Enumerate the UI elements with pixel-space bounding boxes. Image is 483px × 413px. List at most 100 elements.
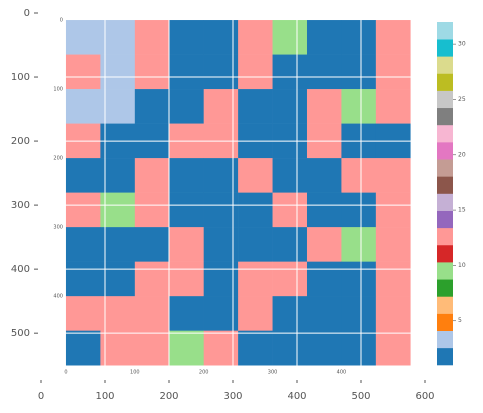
colorbar-segment [437,159,453,177]
image-cell [272,330,308,366]
image-cell [375,192,411,228]
image-cell [169,54,204,90]
image-cell [134,261,170,297]
y-tick-label: 200 [11,136,30,147]
image-cell [272,89,308,124]
image-cell [375,296,411,331]
image-cell [100,54,136,90]
image-cell [169,227,204,262]
image-cell [272,20,308,55]
image-y-tick-label: 400 [53,294,63,300]
x-tick-label: 600 [415,391,434,402]
y-tick-label: 100 [11,72,30,83]
image-cell [65,20,101,55]
colorbar-segment [437,107,453,126]
image-cell [341,54,377,90]
colorbar-segment [437,90,453,109]
image-cell [169,192,204,228]
colorbar-segment [437,73,453,91]
image-cell [100,330,136,366]
colorbar-segment [437,296,453,314]
image-cell [341,89,377,124]
image-cell [272,296,308,331]
image-cell [341,261,377,297]
image-cell [100,192,136,228]
image-y-tick-label: 0 [60,18,63,24]
image-cell [306,192,342,228]
image-cell [65,192,101,228]
image-cell [100,20,136,55]
colorbar-tick-label: 10 [458,262,466,269]
image-cell [100,227,136,262]
image-cell [134,330,170,366]
x-tick-label: 300 [223,391,242,402]
image-cell [375,20,411,55]
colorbar-segment [437,176,453,194]
image-cell [134,158,170,193]
colorbar-segment [437,227,453,246]
image-x-tick-label: 0 [64,370,67,376]
image-cell [169,89,204,124]
image-x-tick-label: 100 [130,370,140,376]
image-cell [238,20,273,55]
colorbar-segment [437,347,453,366]
image-cell [375,227,411,262]
image-cell [100,158,136,193]
image-cell [341,227,377,262]
colorbar-tick-label: 30 [458,41,466,48]
image-cell [341,20,377,55]
y-tick-label: 500 [11,328,30,339]
image-cell [169,330,204,366]
image-cell [272,54,308,90]
x-tick-label: 500 [351,391,370,402]
colorbar-tick-label: 20 [458,151,466,158]
image-cell [65,261,101,297]
image-cell [306,330,342,366]
image-cell [134,89,170,124]
image-x-tick-label: 400 [337,370,347,376]
image-cell [169,296,204,331]
image-cell [100,89,136,124]
y-tick-label: 0 [24,8,30,19]
image-cell [272,158,308,193]
image-cell [238,330,273,366]
image-cell [65,330,101,366]
image-cell [306,296,342,331]
image-cell [272,227,308,262]
image-cell [306,54,342,90]
image-cell [134,296,170,331]
image-cell [65,89,101,124]
colorbar-segment [437,279,453,297]
image-x-tick-label: 200 [199,370,209,376]
colorbar-segment [437,330,453,349]
y-tick-label: 400 [11,264,30,275]
x-tick-label: 200 [159,391,178,402]
x-tick-label: 100 [95,391,114,402]
image-cell [341,330,377,366]
image-cell [341,296,377,331]
colorbar-segment [437,124,453,143]
image-cell [375,261,411,297]
colorbar-segment [437,262,453,280]
colorbar-segment [437,244,453,263]
colorbar-segment [437,210,453,229]
image-cell [169,261,204,297]
image-cell [100,296,136,331]
image-cell [238,89,273,124]
colorbar-segment [437,313,453,331]
image-cell [169,158,204,193]
image-cell [238,158,273,193]
image-cell [375,158,411,193]
image-cell [238,192,273,228]
image-cell [65,54,101,90]
image-cell [238,296,273,331]
image-cell [169,20,204,55]
image-cell [306,89,342,124]
image-cell [306,227,342,262]
image-cell [272,261,308,297]
y-tick-label: 300 [11,200,30,211]
image-cell [238,261,273,297]
colorbar-tick-label: 5 [458,317,462,324]
image-x-tick-label: 300 [268,370,278,376]
image-cell [341,192,377,228]
